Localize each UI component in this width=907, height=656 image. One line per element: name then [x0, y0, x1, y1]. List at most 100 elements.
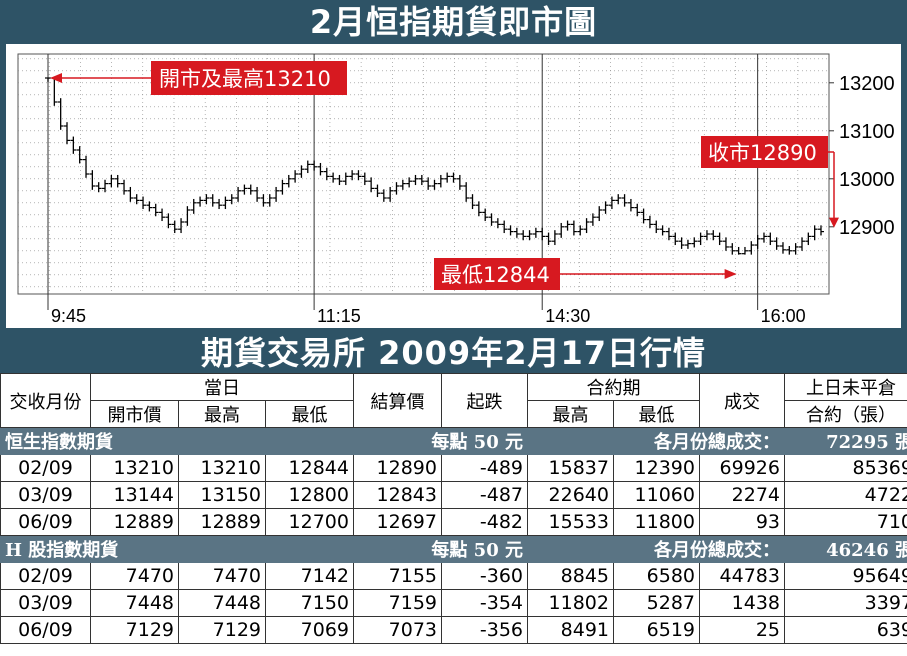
table-cell: 12697 — [353, 508, 442, 536]
x-tick-label: 11:15 — [317, 306, 361, 326]
table-cell: 12889 — [90, 508, 179, 536]
open-label: 開市及最高13210 — [159, 67, 331, 91]
table-cell: 12800 — [265, 481, 354, 509]
header-contract-low: 最低 — [613, 400, 700, 428]
table-cell: 7150 — [265, 589, 354, 617]
table-row: 06/09 12889 12889 12700 12697 -482 15533 11800 9… — [0, 508, 907, 536]
table-row: 03/09 13144 13150 12800 12843 -487 22640 11060 2… — [0, 481, 907, 509]
x-tick-label: 14:30 — [545, 306, 590, 326]
table-cell: -489 — [441, 454, 528, 482]
table-cell: 11802 — [527, 589, 614, 617]
table-row: 02/09 7470 7470 7142 7155 -360 8845 6580 44783 95… — [0, 562, 907, 590]
table-cell: 7159 — [353, 589, 442, 617]
low-arrowhead — [724, 269, 737, 279]
table-cell: 06/09 — [0, 508, 91, 536]
section-total-label: 各月份總成交： — [527, 535, 785, 563]
table-cell: 1438 — [699, 589, 785, 617]
header-oi-2: 合約（張） — [784, 400, 907, 428]
table-cell: 13150 — [178, 481, 266, 509]
table-cell: 12390 — [613, 454, 700, 482]
table-cell: 8491 — [527, 616, 614, 644]
table-cell: -356 — [441, 616, 528, 644]
y-tick-label: 12900 — [839, 217, 895, 239]
table-cell: 4722 — [784, 481, 907, 509]
close-label: 收市12890 — [708, 141, 817, 165]
table-cell: 6580 — [613, 562, 700, 590]
header-contract: 合約期 — [527, 373, 700, 401]
table-cell: 13210 — [90, 454, 179, 482]
table-row: 02/09 13210 13210 12844 12890 -489 15837 12390 6… — [0, 454, 907, 482]
table-cell: 7155 — [353, 562, 442, 590]
table-cell: 15837 — [527, 454, 614, 482]
header-day: 當日 — [90, 373, 354, 401]
header-open: 開市價 — [90, 400, 179, 428]
table-cell: 7073 — [353, 616, 442, 644]
table-cell: 03/09 — [0, 589, 91, 617]
table-cell: 93 — [699, 508, 785, 536]
header-volume: 成交 — [699, 373, 785, 428]
table-cell: 3397 — [784, 589, 907, 617]
section-point-value: 每點 50 元 — [353, 427, 528, 455]
header-contract-high: 最高 — [527, 400, 614, 428]
table-cell: 710 — [784, 508, 907, 536]
header-low: 最低 — [265, 400, 354, 428]
table-cell: 12700 — [265, 508, 354, 536]
table-cell: 7448 — [90, 589, 179, 617]
section-total-label: 各月份總成交： — [527, 427, 785, 455]
table-cell: 12843 — [353, 481, 442, 509]
table-cell: 06/09 — [0, 616, 91, 644]
table-cell: 7470 — [90, 562, 179, 590]
table-cell: 7470 — [178, 562, 266, 590]
table-cell: 7129 — [90, 616, 179, 644]
header-settle: 結算價 — [353, 373, 442, 428]
table-cell: 69926 — [699, 454, 785, 482]
table-cell: 11060 — [613, 481, 700, 509]
chart-title: 2月恒指期貨即市圖 — [309, 3, 598, 41]
table-cell: -482 — [441, 508, 528, 536]
header-oi-1: 上日未平倉 — [784, 373, 907, 401]
section-row: 恒生指數期貨 每點 50 元各月份總成交： 72295 張 — [0, 427, 907, 455]
table-cell: 2274 — [699, 481, 785, 509]
y-tick-label: 13000 — [839, 169, 895, 191]
y-tick-label: 13100 — [839, 121, 895, 143]
low-label-box — [434, 258, 560, 290]
table-cell: 12890 — [353, 454, 442, 482]
table-cell: 85369 — [784, 454, 907, 482]
table-cell: 13144 — [90, 481, 179, 509]
table-cell: 03/09 — [0, 481, 91, 509]
table-area: 交收月份 當日 結算價 起跌 合約期 成交 上日未平倉 開市價 最高 最低 最高… — [0, 373, 907, 656]
y-tick-label: 13200 — [839, 73, 895, 95]
table-cell: 22640 — [527, 481, 614, 509]
chart-area: 13200 13100 13000 12900 9:45 11:15 14:30 16:00 開… — [6, 44, 901, 328]
table-cell: 12889 — [178, 508, 266, 536]
table-cell: 7142 — [265, 562, 354, 590]
open-label-box — [151, 61, 347, 95]
table-cell: 13210 — [178, 454, 266, 482]
table-cell: 15533 — [527, 508, 614, 536]
table-cell: 5287 — [613, 589, 700, 617]
table-cell: 639 — [784, 616, 907, 644]
close-arrowhead — [829, 217, 839, 228]
table-cell: -360 — [441, 562, 528, 590]
table-cell: 12844 — [265, 454, 354, 482]
table-cell: 8845 — [527, 562, 614, 590]
table-cell: 6519 — [613, 616, 700, 644]
section-total: 46246 張 — [784, 535, 907, 563]
section-row: H 股指數期貨 每點 50 元各月份總成交： 46246 張 — [0, 535, 907, 563]
table-title: 期貨交易所 2009年2月17日行情 — [200, 334, 706, 372]
table-body: 恒生指數期貨 每點 50 元各月份總成交： 72295 張 02/09 13210 132… — [0, 427, 907, 644]
table-cell: 95649 — [784, 562, 907, 590]
table-cell: 02/09 — [0, 562, 91, 590]
table-cell: 7069 — [265, 616, 354, 644]
header-change: 起跌 — [441, 373, 528, 428]
intraday-chart: 13200 13100 13000 12900 9:45 11:15 14:30 16:00 開… — [17, 53, 895, 326]
table-cell: 7448 — [178, 589, 266, 617]
header-month: 交收月份 — [0, 373, 91, 428]
table-cell: 02/09 — [0, 454, 91, 482]
x-tick-label: 9:45 — [51, 306, 86, 326]
x-tick-label: 16:00 — [761, 306, 806, 326]
section-total: 72295 張 — [784, 427, 907, 455]
open-arrowhead — [50, 73, 62, 83]
